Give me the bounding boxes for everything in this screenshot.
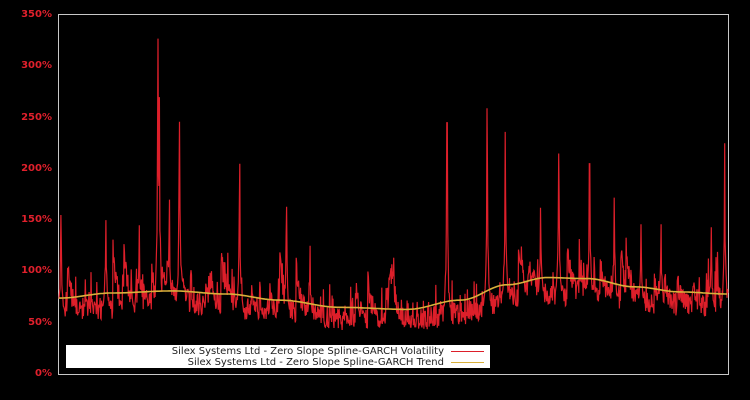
legend-label: Silex Systems Ltd - Zero Slope Spline-GA… xyxy=(171,346,444,357)
y-tick-label: 350% xyxy=(21,9,52,20)
y-tick-label: 50% xyxy=(28,316,52,328)
legend-swatch-red xyxy=(451,351,484,352)
legend-item-volatility: Silex Systems Ltd - Zero Slope Spline-GA… xyxy=(172,346,484,357)
legend-swatch-gold xyxy=(451,362,484,363)
legend-item-trend: Silex Systems Ltd - Zero Slope Spline-GA… xyxy=(188,357,484,368)
y-tick-label: 200% xyxy=(21,162,52,174)
y-tick-label: 250% xyxy=(21,111,52,123)
plot-frame xyxy=(58,14,729,375)
trend-series-line xyxy=(59,276,727,311)
y-tick-label: 300% xyxy=(21,60,52,72)
chart-legend: Silex Systems Ltd - Zero Slope Spline-GA… xyxy=(66,345,490,368)
legend-label: Silex Systems Ltd - Zero Slope Spline-GA… xyxy=(187,357,444,368)
y-tick-label: 0% xyxy=(35,368,52,379)
volatility-series-line xyxy=(58,38,729,331)
y-tick-label: 100% xyxy=(21,265,52,277)
y-tick-label: 150% xyxy=(21,214,52,226)
